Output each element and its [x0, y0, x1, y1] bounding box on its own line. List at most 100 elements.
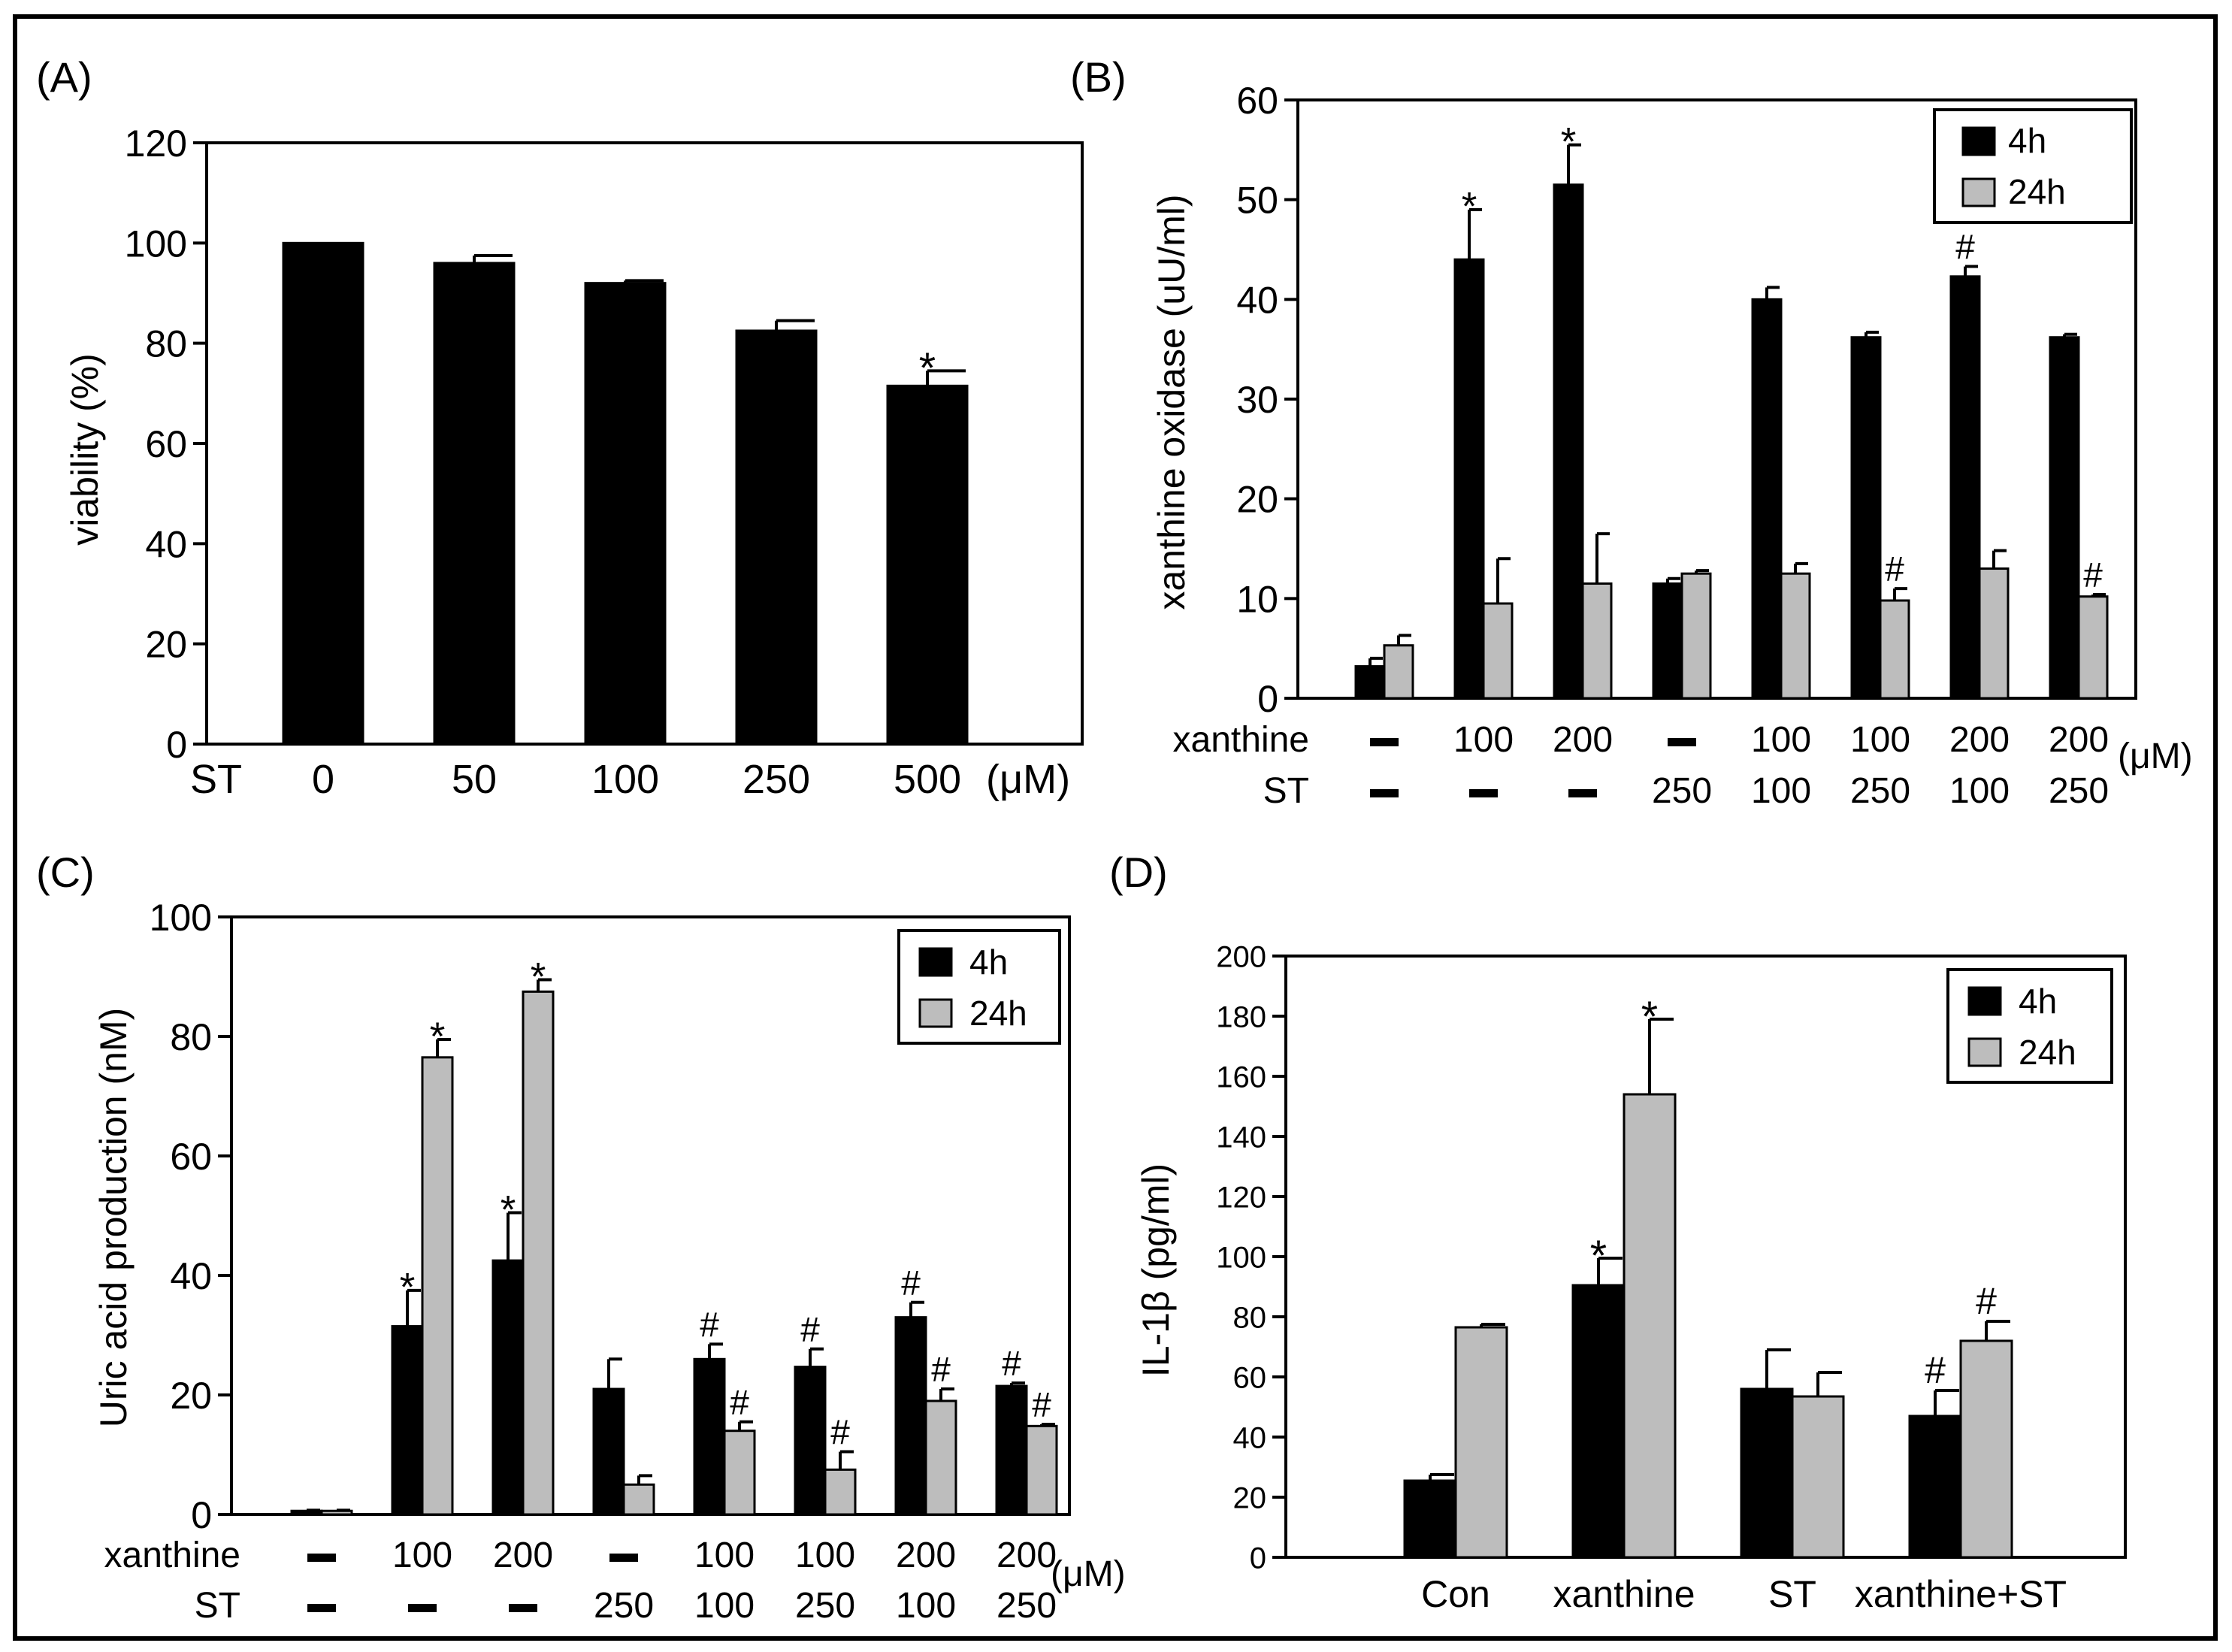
panel-c-bar-4h-7 — [894, 1316, 927, 1516]
panel-c-bar-24h-3 — [522, 990, 555, 1516]
panel-b-condition-value: 100 — [1751, 720, 1811, 760]
panel-d-legend-swatch-4h — [1967, 986, 2002, 1016]
panel-a: (A) viability (%) ST (μM) 0 20 40 60 80 100 12… — [36, 53, 1084, 802]
panel-c-significance-star: * — [400, 1266, 416, 1310]
panel-b-condition-value: 250 — [1850, 771, 1910, 811]
panel-b-significance-hash: # — [1955, 228, 1975, 267]
panel-c-bar-24h-5 — [723, 1430, 756, 1516]
panel-b-condition-value: 250 — [1652, 771, 1712, 811]
panel-d-ytick-label: 120 — [1216, 1181, 1266, 1214]
panel-d-bar-4h-1 — [1403, 1479, 1457, 1559]
panel-b-ytick-label: 30 — [1236, 379, 1278, 421]
panel-d-ytick-label: 80 — [1233, 1301, 1267, 1334]
panel-c-row-label-st: ST — [195, 1586, 240, 1626]
panel-b-bar-4h-1 — [1354, 665, 1386, 700]
panel-b-bar-24h-2 — [1482, 602, 1514, 700]
panel-d-ytick-label: 200 — [1216, 940, 1266, 973]
panel-a-ytick-label: 80 — [145, 323, 187, 365]
panel-c-bar-4h-4 — [592, 1387, 625, 1516]
panel-b-ytick-label: 50 — [1236, 180, 1278, 222]
panel-d-category-label: ST — [1768, 1573, 1816, 1615]
panel-b-row-label-st: ST — [1263, 771, 1309, 811]
panel-b-significance-hash: # — [1885, 549, 1904, 588]
panel-c-significance-hash: # — [1032, 1385, 1051, 1424]
panel-c-ytick-label: 100 — [150, 897, 212, 939]
panel-d-bar-24h-4 — [1959, 1339, 2013, 1559]
panel-b-ylabel: xanthine oxidase (uU/ml) — [1151, 194, 1193, 610]
figure-border — [13, 14, 2218, 1641]
panel-b-legend-swatch-4h — [1961, 126, 1996, 156]
panel-b-significance-hash: # — [2083, 555, 2103, 595]
panel-b-row-label-xanthine: xanthine — [1173, 720, 1309, 760]
panel-b-ytick-label: 20 — [1236, 479, 1278, 521]
panel-d-ytick-label: 60 — [1233, 1361, 1267, 1394]
panel-d-ytick-label: 100 — [1216, 1241, 1266, 1274]
panel-a-bar-viability-2 — [433, 262, 516, 746]
panel-b-ytick-label: 40 — [1236, 279, 1278, 321]
panel-a-bar-viability-3 — [584, 282, 667, 746]
panel-c-bar-24h-2 — [421, 1056, 454, 1516]
panel-c-significance-hash: # — [901, 1263, 921, 1303]
panel-d-bar-4h-2 — [1571, 1284, 1626, 1559]
panel-c-unit: (μM) — [1051, 1554, 1126, 1594]
panel-d-significance-hash: # — [1976, 1280, 1997, 1322]
panel-d-category-label: xanthine — [1553, 1573, 1695, 1615]
panel-c-condition-value: 200 — [997, 1536, 1057, 1575]
panel-b-bar-4h-6 — [1850, 336, 1882, 700]
panel-c-significance-hash: # — [730, 1383, 749, 1422]
panel-c-bar-4h-6 — [794, 1366, 827, 1516]
panel-b-condition-value: 250 — [2049, 771, 2109, 811]
panel-b-significance-star: * — [1462, 185, 1477, 229]
panel-d-label: (D) — [1109, 849, 1168, 896]
panel-c-condition-value: 100 — [694, 1536, 755, 1575]
panel-b-condition-dash — [1568, 789, 1597, 797]
panel-c-condition-dash — [408, 1604, 437, 1612]
panel-d-plot: 0 20 40 60 80 100 120 140 160 180 200 * # * # Con xanthi… — [1216, 940, 2127, 1615]
panel-c-condition-dash — [307, 1554, 336, 1562]
panel-a-row-label: ST — [190, 757, 242, 802]
panel-b-bar-24h-6 — [1879, 599, 1910, 700]
panel-b-condition-value: 100 — [1453, 720, 1514, 760]
panel-b-plot: 0 10 20 30 40 50 60 * * # # #100 200 100 100 200 200 250 1… — [1236, 80, 2137, 811]
panel-b-condition-value: 100 — [1850, 720, 1910, 760]
panel-c-label: (C) — [36, 849, 95, 896]
panel-b-bar-24h-4 — [1680, 572, 1712, 700]
panel-c-legend: 4h 24h — [897, 929, 1061, 1045]
panel-d-bar-4h-3 — [1740, 1387, 1794, 1559]
panel-c-ytick-label: 20 — [170, 1375, 212, 1417]
panel-c-ytick-label: 80 — [170, 1016, 212, 1058]
panel-b-bar-4h-5 — [1751, 298, 1783, 700]
panel-a-category-label: 250 — [742, 757, 810, 802]
panel-d-significance-hash: # — [1925, 1349, 1946, 1391]
panel-d-bar-4h-4 — [1908, 1414, 1962, 1559]
panel-b-bar-24h-5 — [1780, 572, 1811, 700]
panel-c-bar-24h-8 — [1025, 1424, 1058, 1516]
panel-c-significance-star: * — [501, 1188, 516, 1232]
panel-d-legend-label-24h: 24h — [2019, 1033, 2076, 1072]
panel-c-bar-4h-2 — [391, 1325, 424, 1516]
panel-c-condition-value: 250 — [795, 1586, 855, 1626]
panel-a-plot: 0 20 40 60 80 100 120 * 0 50 100 250 500 — [125, 123, 1084, 802]
panel-a-unit: (μM) — [986, 757, 1070, 802]
panel-a-ytick-label: 120 — [125, 123, 187, 165]
panel-c-bar-4h-3 — [491, 1259, 525, 1516]
panel-d-ytick-label: 180 — [1216, 1000, 1266, 1033]
panel-b-ytick-label: 10 — [1236, 578, 1278, 620]
panel-c-significance-hash: # — [830, 1413, 850, 1452]
panel-b-bar-24h-1 — [1383, 644, 1414, 700]
panel-b-ytick-label: 60 — [1236, 80, 1278, 122]
panel-c-bar-24h-6 — [824, 1468, 857, 1516]
panel-a-ytick-label: 40 — [145, 523, 187, 565]
panel-c-significance-hash: # — [931, 1350, 951, 1389]
panel-b-bar-4h-7 — [1949, 275, 1981, 700]
panel-c-condition-dash — [509, 1604, 537, 1612]
panel-c-significance-hash: # — [700, 1305, 719, 1344]
panel-c-condition-value: 100 — [694, 1586, 755, 1626]
panel-b-condition-dash — [1668, 738, 1696, 746]
panel-a-ytick-label: 0 — [166, 724, 187, 766]
panel-a-ylabel: viability (%) — [64, 353, 106, 546]
panel-c-significance-star: * — [531, 955, 546, 999]
panel-d-legend: 4h 24h — [1946, 968, 2113, 1084]
panel-b-unit: (μM) — [2118, 737, 2193, 776]
panel-b-condition-value: 200 — [1553, 720, 1613, 760]
